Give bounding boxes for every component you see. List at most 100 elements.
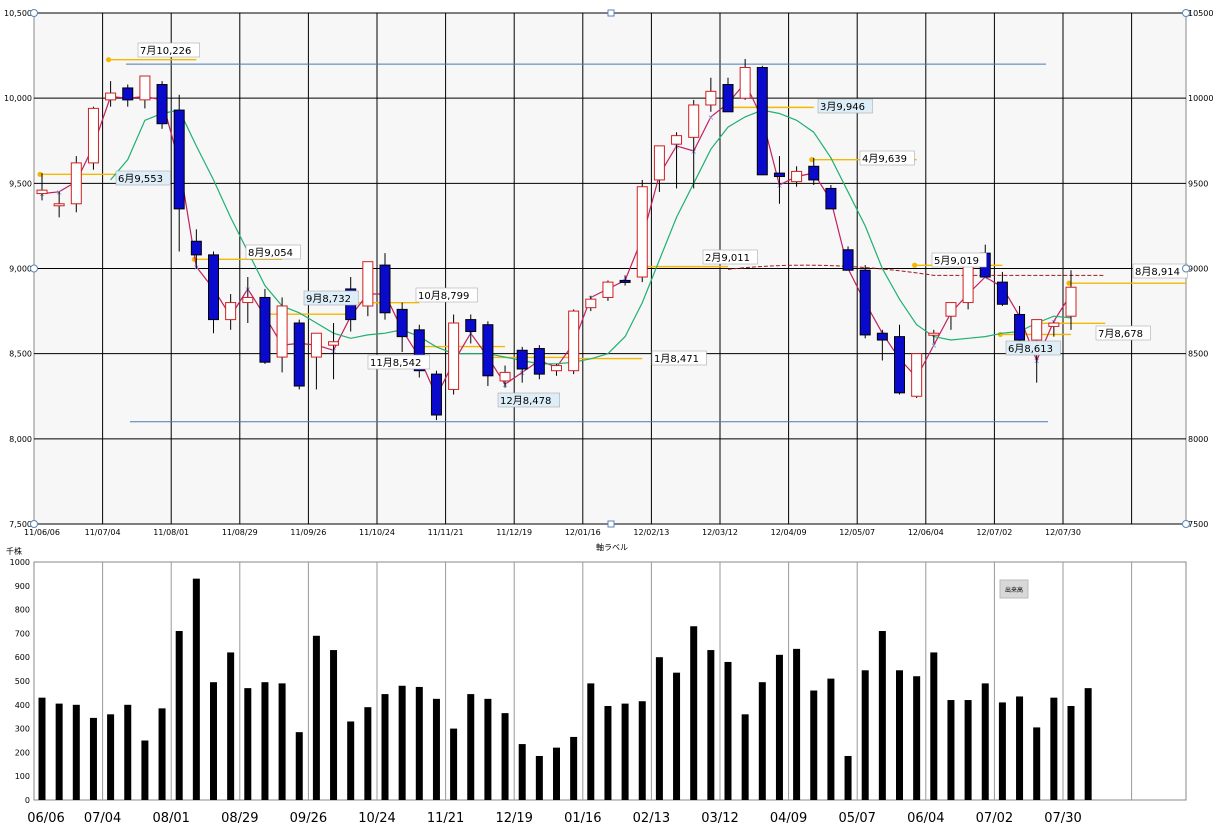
volume-bar — [295, 732, 303, 800]
price-y-tick-label-right: 7500 — [1188, 520, 1208, 529]
candlestick — [173, 94, 185, 252]
monthly-annotation-box — [702, 249, 758, 265]
volume-bar — [947, 700, 955, 800]
volume-bar — [810, 690, 818, 800]
monthly-annotation: 6月8,613 — [1005, 340, 1061, 356]
monthly-annotation: 9月8,732 — [303, 290, 359, 306]
candle-body-down — [430, 373, 442, 416]
price-x-tick-label: 12/07/02 — [976, 528, 1012, 537]
candlestick — [276, 297, 288, 373]
monthly-annotation: 5月9,019 — [931, 252, 987, 268]
monthly-annotation: 10月8,799 — [415, 287, 478, 303]
candle-body-up — [1065, 286, 1077, 317]
price-y-tick-label: 10,000 — [4, 94, 32, 103]
candlestick — [225, 294, 237, 330]
price-y-tick-label: 10,500 — [4, 9, 32, 18]
volume-y-tick-label: 400 — [15, 701, 30, 710]
resize-handle-square — [607, 9, 615, 17]
monthly-annotation-box — [245, 244, 301, 260]
volume-x-tick-label: 07/02 — [976, 811, 1013, 826]
volume-bar — [244, 688, 252, 800]
volume-bar — [347, 721, 355, 800]
candlesticks — [36, 58, 1077, 421]
candlestick — [105, 81, 117, 107]
volume-x-tick-label: 10/24 — [358, 811, 395, 826]
price-gridlines — [34, 12, 1186, 525]
price-x-tick-label: 12/03/12 — [702, 528, 738, 537]
volume-axes: 0 100 200 300 400 500 600 700 800 900 1000 06/06 07/… — [10, 558, 1082, 826]
volume-bar — [107, 714, 115, 800]
candlestick — [705, 77, 717, 112]
candlestick — [122, 84, 134, 107]
candle-body-down — [722, 84, 734, 113]
candlestick — [53, 191, 65, 218]
candle-body-up — [362, 261, 374, 307]
candle-body-up — [36, 189, 48, 195]
volume-y-tick-label: 1000 — [10, 558, 30, 567]
long-moving-average-line — [727, 264, 1106, 276]
volume-x-tick-label: 08/29 — [221, 811, 258, 826]
volume-bar — [210, 682, 217, 800]
candle-body-up — [139, 75, 151, 101]
candlestick — [636, 179, 648, 283]
candlestick — [413, 324, 425, 378]
candlestick — [945, 302, 957, 330]
volume-bar — [655, 657, 663, 800]
candle-body-down — [190, 240, 202, 256]
candlestick — [139, 75, 151, 109]
volume-x-tick-label: 07/04 — [84, 811, 121, 826]
candle-body-up — [276, 305, 288, 358]
candle-body-up — [688, 104, 700, 138]
candlestick — [362, 261, 374, 317]
candlestick — [756, 65, 768, 176]
candlestick — [482, 321, 494, 387]
candlestick — [156, 81, 168, 129]
candlestick — [859, 265, 871, 339]
price-x-tick-label: 12/04/09 — [771, 528, 807, 537]
price-x-tick-label: 11/08/29 — [222, 528, 258, 537]
price-x-tick-label: 11/08/01 — [153, 528, 189, 537]
monthly-annotation-box — [931, 252, 987, 268]
monthly-annotation: 7月10,226 — [137, 42, 200, 58]
candle-body-down — [516, 349, 528, 370]
candle-body-down — [859, 269, 871, 336]
candle-body-down — [396, 308, 408, 338]
volume-unit-label: 千株 — [6, 546, 22, 556]
monthly-annotation: 1月8,471 — [651, 350, 707, 366]
volume-bar — [192, 578, 200, 800]
candlestick — [310, 332, 322, 390]
volume-bar — [998, 702, 1006, 800]
volume-bar — [844, 755, 852, 800]
volume-bar — [724, 661, 732, 800]
volume-x-tick-label: 04/09 — [770, 811, 807, 826]
monthly-annotation-label: 10月8,799 — [418, 290, 469, 302]
ma-marker: × — [930, 341, 937, 350]
volume-bar — [690, 626, 698, 800]
resize-handle — [30, 9, 38, 17]
x-axis-label: 軸ラベル — [596, 542, 628, 552]
candle-body-down — [825, 187, 837, 210]
candle-body-up — [105, 92, 117, 101]
candle-body-up — [448, 322, 460, 390]
volume-y-tick-label: 200 — [15, 748, 30, 757]
candlestick — [259, 288, 271, 364]
resize-handle — [1182, 520, 1190, 528]
candlestick — [551, 363, 562, 376]
monthly-annotation-box — [137, 42, 200, 58]
candlestick — [190, 229, 202, 269]
volume-bar — [1067, 705, 1075, 800]
volume-bar — [1084, 688, 1092, 800]
volume-bar — [775, 654, 783, 800]
candle-body-up — [585, 298, 597, 309]
volume-y-tick-label: 500 — [15, 677, 30, 686]
candle-body-down — [894, 336, 905, 394]
candlestick — [516, 346, 528, 383]
volume-bar — [55, 703, 63, 800]
candle-body-up — [602, 281, 614, 298]
candlestick — [876, 329, 888, 361]
ma-marker: × — [982, 273, 989, 282]
candle-body-up — [1031, 319, 1043, 341]
price-y-tick-label: 9,500 — [9, 179, 32, 188]
candlestick — [808, 157, 820, 186]
volume-bar — [535, 755, 543, 800]
